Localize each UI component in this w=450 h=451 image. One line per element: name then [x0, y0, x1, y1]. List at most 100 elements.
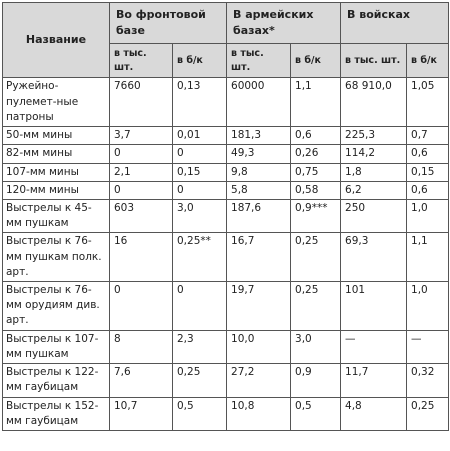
row-name: 107-мм мины	[2, 162, 110, 182]
cell-army-thousand: 19,7	[226, 281, 292, 331]
cell-army-bk: 0,25	[290, 232, 342, 283]
cell-front-bk: 2,3	[171, 329, 228, 365]
header-name: Название	[2, 1, 110, 79]
cell-army-thousand: 9,8	[226, 162, 292, 182]
table-row: Выстрелы к 45-мм пушкам 603 3,0 187,6 0,…	[2, 198, 450, 234]
cell-army-thousand: 10,8	[226, 396, 292, 432]
table-row: Выстрелы к 107-мм пушкам 8 2,3 10,0 3,0 …	[2, 329, 450, 365]
cell-troops-bk: 1,0	[406, 198, 450, 234]
row-name: Выстрелы к 122-мм гаубицам	[2, 363, 110, 398]
cell-army-thousand: 5,8	[226, 180, 292, 200]
cell-troops-thousand: 225,3	[340, 126, 408, 146]
cell-front-bk: 0,15	[171, 162, 228, 182]
cell-army-bk: 0,26	[290, 144, 342, 164]
cell-troops-thousand: 1,8	[340, 162, 408, 182]
cell-army-bk: 0,25	[290, 281, 342, 331]
header-unit-thousand: в тыс. шт.	[226, 42, 292, 79]
cell-front-bk: 0	[171, 180, 228, 200]
cell-troops-thousand: 101	[340, 281, 408, 331]
cell-front-bk: 0,01	[171, 126, 228, 146]
row-name: Выстрелы к 107-мм пушкам	[2, 329, 110, 365]
cell-army-bk: 0,5	[290, 396, 342, 432]
cell-front-bk: 0,25**	[171, 232, 228, 283]
cell-troops-bk: —	[406, 329, 450, 365]
cell-front-thousand: 8	[109, 329, 173, 365]
cell-front-thousand: 0	[109, 144, 173, 164]
cell-troops-thousand: 68 910,0	[340, 77, 408, 128]
cell-army-bk: 0,58	[290, 180, 342, 200]
row-name: Выстрелы к 76-мм пушкам полк. арт.	[2, 232, 110, 283]
table-row: 82-мм мины 0 0 49,3 0,26 114,2 0,6	[2, 144, 450, 164]
table-row: 120-мм мины 0 0 5,8 0,58 6,2 0,6	[2, 180, 450, 200]
row-name: 120-мм мины	[2, 180, 110, 200]
header-troops: В войсках	[340, 2, 450, 44]
cell-troops-bk: 0,32	[406, 363, 450, 398]
cell-front-bk: 0,25	[171, 363, 228, 398]
cell-troops-thousand: —	[340, 329, 408, 365]
cell-army-thousand: 10,0	[226, 329, 292, 365]
cell-front-thousand: 0	[109, 281, 173, 331]
cell-army-thousand: 181,3	[226, 126, 292, 146]
cell-army-thousand: 27,2	[226, 363, 292, 398]
cell-army-thousand: 60000	[226, 77, 292, 128]
table-row: Выстрелы к 152-мм гаубицам 10,7 0,5 10,8…	[2, 396, 450, 432]
cell-front-bk: 0	[171, 144, 228, 164]
cell-army-bk: 0,75	[290, 162, 342, 182]
cell-front-thousand: 16	[109, 232, 173, 283]
header-unit-thousand: в тыс. шт.	[340, 42, 408, 79]
header-unit-thousand: в тыс. шт.	[109, 42, 173, 79]
row-name: Ружейно-пулемет-ные патроны	[2, 77, 110, 128]
header-row-units: в тыс. шт. в б/к в тыс. шт. в б/к в тыс.…	[3, 42, 450, 79]
cell-army-thousand: 187,6	[226, 198, 292, 234]
cell-troops-bk: 0,6	[406, 144, 450, 164]
header-unit-bk: в б/к	[290, 42, 342, 79]
cell-front-bk: 0	[171, 281, 228, 331]
header-army-bases: В армейских базах*	[226, 2, 342, 44]
row-name: Выстрелы к 45-мм пушкам	[2, 198, 110, 234]
cell-troops-bk: 0,7	[406, 126, 450, 146]
cell-army-bk: 3,0	[290, 329, 342, 365]
cell-front-thousand: 7,6	[109, 363, 173, 398]
cell-army-bk: 1,1	[290, 77, 342, 128]
cell-army-thousand: 16,7	[226, 232, 292, 283]
ammunition-table: Название Во фронтовой базе В армейских б…	[2, 1, 450, 432]
cell-front-bk: 0,5	[171, 396, 228, 432]
cell-troops-thousand: 11,7	[340, 363, 408, 398]
header-unit-bk: в б/к	[406, 42, 450, 79]
cell-army-bk: 0,6	[290, 126, 342, 146]
cell-army-thousand: 49,3	[226, 144, 292, 164]
cell-troops-thousand: 4,8	[340, 396, 408, 432]
cell-troops-thousand: 114,2	[340, 144, 408, 164]
cell-troops-bk: 1,1	[406, 232, 450, 283]
row-name: 82-мм мины	[2, 144, 110, 164]
cell-army-bk: 0,9***	[290, 198, 342, 234]
header-row-groups: Название Во фронтовой базе В армейских б…	[2, 1, 450, 79]
cell-troops-thousand: 250	[340, 198, 408, 234]
cell-front-thousand: 2,1	[109, 162, 173, 182]
table-row: 107-мм мины 2,1 0,15 9,8 0,75 1,8 0,15	[2, 162, 450, 182]
cell-troops-bk: 1,05	[406, 77, 450, 128]
cell-front-thousand: 10,7	[109, 396, 173, 432]
cell-troops-bk: 0,6	[406, 180, 450, 200]
table-row: Выстрелы к 76-мм пушкам полк. арт. 16 0,…	[2, 232, 450, 283]
table-row: 50-мм мины 3,7 0,01 181,3 0,6 225,3 0,7	[2, 126, 450, 146]
cell-front-thousand: 603	[109, 198, 173, 234]
cell-troops-thousand: 69,3	[340, 232, 408, 283]
row-name: 50-мм мины	[2, 126, 110, 146]
cell-front-bk: 0,13	[171, 77, 228, 128]
table-row: Ружейно-пулемет-ные патроны 7660 0,13 60…	[2, 77, 450, 128]
cell-troops-bk: 0,25	[406, 396, 450, 432]
cell-troops-bk: 0,15	[406, 162, 450, 182]
header-unit-bk: в б/к	[171, 42, 228, 79]
table-row: Выстрелы к 76-мм орудиям див. арт. 0 0 1…	[2, 281, 450, 331]
cell-army-bk: 0,9	[290, 363, 342, 398]
cell-troops-thousand: 6,2	[340, 180, 408, 200]
cell-troops-bk: 1,0	[406, 281, 450, 331]
cell-front-thousand: 7660	[109, 77, 173, 128]
cell-front-thousand: 3,7	[109, 126, 173, 146]
row-name: Выстрелы к 152-мм гаубицам	[2, 396, 110, 432]
table-row: Выстрелы к 122-мм гаубицам 7,6 0,25 27,2…	[2, 363, 450, 398]
row-name: Выстрелы к 76-мм орудиям див. арт.	[2, 281, 110, 331]
cell-front-bk: 3,0	[171, 198, 228, 234]
cell-front-thousand: 0	[109, 180, 173, 200]
